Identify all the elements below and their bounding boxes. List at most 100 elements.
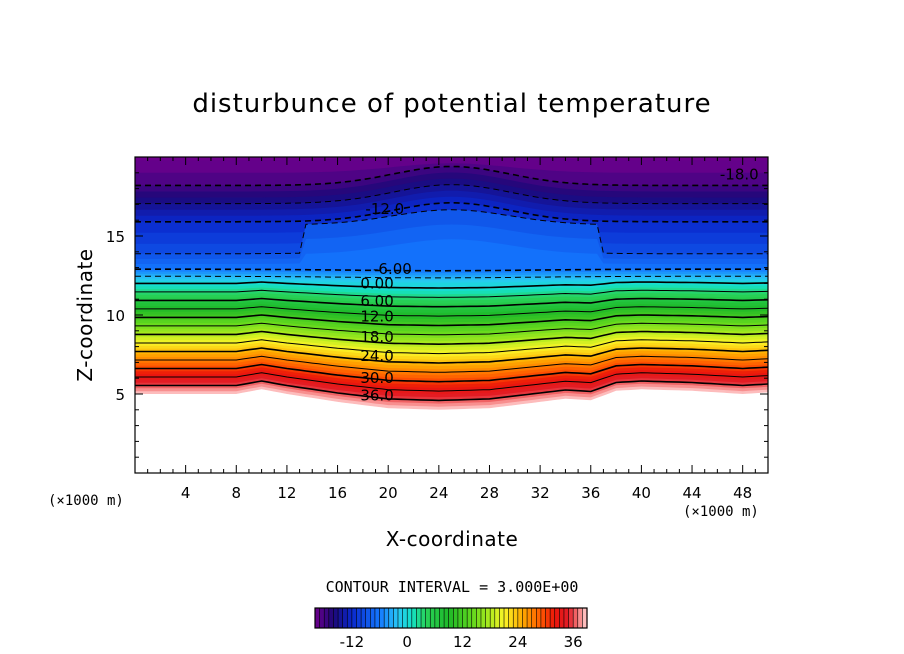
colorbar-tick-label: 0: [402, 633, 412, 651]
colorbar-cell: [347, 608, 353, 628]
contour-line--3: [135, 275, 768, 279]
chart-title: disturbunce of potential temperature: [192, 89, 711, 119]
contour-line-33: [135, 372, 768, 392]
x-unit-right: (×1000 m): [683, 504, 759, 520]
colorbar-cell: [430, 608, 436, 628]
colorbar-cell: [365, 608, 371, 628]
colorbar-cell: [527, 608, 533, 628]
contour-line--18: [135, 165, 768, 187]
contour-line-9: [135, 306, 768, 317]
contour-label: -12.0: [365, 200, 404, 218]
colorbar-cell: [393, 608, 399, 628]
x-tick-label: 28: [480, 484, 499, 502]
colorbar-cell: [444, 608, 450, 628]
colorbar-cell: [402, 608, 408, 628]
colorbar-cell: [531, 608, 537, 628]
x-tick-label: 12: [277, 484, 296, 502]
x-tick-label: 8: [232, 484, 242, 502]
colorbar-cell: [439, 608, 445, 628]
colorbar-cell: [351, 608, 358, 628]
contour-interval-text: CONTOUR INTERVAL = 3.000E+00: [326, 578, 579, 596]
colorbar-cell: [324, 608, 330, 628]
colorbar-cell: [361, 608, 367, 628]
x-unit-left: (×1000 m): [48, 493, 124, 509]
colorbar-cell: [499, 608, 505, 628]
contour-line-36: [135, 380, 768, 402]
y-axis-ticks: 5 10 15: [106, 172, 768, 458]
colorbar-cell: [457, 608, 464, 628]
x-axis-label: X-coordinate: [386, 527, 519, 551]
x-tick-label: 44: [682, 484, 701, 502]
colorbar-cell: [522, 608, 528, 628]
colorbar-cell: [370, 608, 376, 628]
colorbar-cell: [407, 608, 413, 628]
contour-label: 30.0: [360, 369, 393, 387]
contour-line-30: [135, 363, 768, 383]
x-tick-label: 32: [531, 484, 550, 502]
colorbar-cell: [453, 608, 459, 628]
colorbar-cell: [563, 608, 570, 628]
contour-line--15: [135, 184, 768, 205]
colorbar-cell: [573, 608, 579, 628]
contour-line--9: [135, 209, 768, 255]
colorbar-cell: [490, 608, 496, 628]
colorbar-cell: [485, 608, 491, 628]
colorbar-cell: [328, 608, 335, 628]
contour-line--12: [135, 201, 768, 223]
contour-line-21: [135, 339, 768, 355]
colorbar-cell: [356, 608, 362, 628]
colorbar-cell: [582, 608, 588, 628]
colorbar-cell: [425, 608, 431, 628]
contour-label: 36.0: [360, 387, 393, 405]
colorbar-cell: [504, 608, 510, 628]
colorbar-cell: [467, 608, 473, 628]
colorbar-cell: [342, 608, 348, 628]
colorbar-ticks: -12 0 12 24 36: [340, 633, 583, 651]
colorbar-cell: [421, 608, 427, 628]
colorbar-frame: [314, 607, 588, 629]
colorbar-cell: [554, 608, 560, 628]
colorbar-cell: [545, 608, 551, 628]
contour-label: 24.0: [360, 347, 393, 365]
contour-label: 12.0: [360, 308, 393, 326]
colorbar-cell: [416, 608, 422, 628]
x-tick-label: 40: [632, 484, 651, 502]
colorbar-cell: [471, 608, 477, 628]
colorbar-cell: [397, 608, 404, 628]
colorbar-tick-label: 24: [508, 633, 527, 651]
colorbar-cell: [494, 608, 501, 628]
colorbar-cell: [550, 608, 556, 628]
colorbar-cell: [315, 608, 321, 628]
colorbar-cell: [462, 608, 468, 628]
colorbar-cell: [338, 608, 344, 628]
y-tick-label: 15: [106, 228, 125, 246]
colorbar-cell: [411, 608, 418, 628]
colorbar-cell: [540, 608, 547, 628]
contour-label: -18.0: [720, 165, 759, 183]
contour-line-6: [135, 297, 768, 308]
colorbar: [314, 607, 588, 629]
contour-line-18: [135, 330, 768, 346]
colorbar-cell: [434, 608, 441, 628]
contour-label: -6.00: [373, 260, 412, 278]
colorbar-cell: [577, 608, 583, 628]
colorbar-cell: [384, 608, 390, 628]
x-tick-label: 20: [379, 484, 398, 502]
x-axis-ticks: 4 8 12 16 20 24 28 32 36 40 44 48: [147, 157, 756, 502]
y-axis-label: Z-coordinate: [73, 248, 97, 381]
terrain-mask: [135, 389, 768, 473]
contour-line-27: [135, 355, 768, 373]
contour-line-12: [135, 314, 768, 327]
colorbar-cell: [517, 608, 524, 628]
colorbar-cell: [379, 608, 385, 628]
colorbar-cell: [319, 608, 325, 628]
colorbar-tick-label: 12: [453, 633, 472, 651]
contour-line-15: [135, 322, 768, 336]
y-tick-label: 10: [106, 307, 125, 325]
colorbar-cell: [448, 608, 454, 628]
contour-label: 0.00: [360, 274, 393, 292]
contour-line--6: [135, 268, 768, 272]
